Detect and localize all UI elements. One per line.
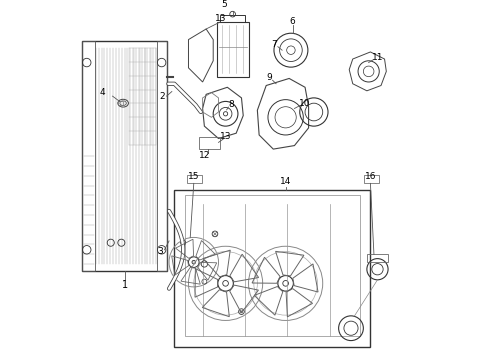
Bar [220,15,245,22]
Text: 1: 1 [122,280,128,290]
Text: 7: 7 [271,40,277,49]
Bar [82,41,95,271]
Bar [187,175,201,183]
Circle shape [192,260,196,264]
Bar [367,255,388,262]
Bar [217,22,248,77]
Text: 3: 3 [157,247,163,256]
Text: 4: 4 [99,88,105,97]
Text: 2: 2 [159,91,165,100]
Text: 15: 15 [188,172,199,181]
Bar [118,102,123,105]
Text: 11: 11 [372,53,383,62]
Text: 16: 16 [365,172,376,181]
Text: 12: 12 [198,150,210,159]
Text: 6: 6 [290,17,295,26]
Text: 10: 10 [298,99,310,108]
Bar [364,175,379,183]
Text: 8: 8 [229,100,234,109]
Bar [174,190,370,347]
Text: 9: 9 [267,73,272,82]
Text: 13: 13 [215,14,226,23]
Bar [82,41,167,271]
Bar [199,137,221,149]
Text: 13: 13 [220,132,231,141]
Bar [157,41,167,271]
Text: 5: 5 [221,0,227,9]
Text: 14: 14 [280,177,292,186]
Bar [185,195,360,336]
